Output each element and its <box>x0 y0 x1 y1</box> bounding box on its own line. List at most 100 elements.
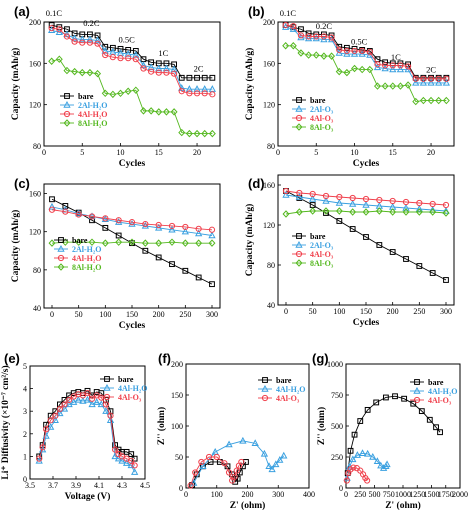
data-point <box>182 267 189 274</box>
legend-marker <box>262 377 268 383</box>
y-tick-label: 750 <box>331 391 343 400</box>
data-point <box>349 208 357 216</box>
data-series <box>48 206 216 233</box>
y-tick-label: 200 <box>171 360 183 369</box>
data-point <box>297 32 305 39</box>
plot-frame <box>29 365 146 480</box>
data-point <box>357 418 364 424</box>
data-point <box>60 404 69 412</box>
data-point <box>181 239 189 247</box>
data-point <box>349 226 356 232</box>
data-point <box>79 396 87 404</box>
data-point <box>128 457 135 465</box>
data-point <box>443 277 449 283</box>
series-line <box>190 456 242 486</box>
data-point <box>412 75 419 82</box>
x-tick-label: 150 <box>360 307 372 316</box>
data-point <box>132 48 139 54</box>
y-tick-label: 120 <box>263 101 275 110</box>
legend-label: 4Al-O₃ <box>310 114 334 123</box>
data-point <box>56 409 64 417</box>
x-tick-label: 0 <box>50 310 54 319</box>
data-point <box>201 85 209 92</box>
panel-label: (g) <box>312 351 329 366</box>
data-point <box>433 424 439 431</box>
legend-marker <box>296 233 302 239</box>
data-point <box>298 26 304 33</box>
data-point <box>181 227 189 235</box>
data-point <box>101 46 109 54</box>
data-point <box>268 465 276 473</box>
y-axis-label: Capacity (mAh/g) <box>244 204 255 277</box>
data-point <box>125 55 132 62</box>
data-point <box>366 65 374 74</box>
data-point <box>51 416 59 423</box>
data-point <box>208 129 216 138</box>
data-point <box>233 467 240 474</box>
series-line <box>51 58 213 135</box>
data-point <box>322 196 330 204</box>
data-point <box>47 422 55 430</box>
data-point <box>435 75 442 82</box>
data-point <box>443 75 450 82</box>
data-point <box>328 34 335 41</box>
data-point <box>297 33 305 41</box>
data-point <box>351 64 359 73</box>
x-tick-label: 250 <box>179 310 191 319</box>
data-point <box>376 242 383 248</box>
data-point <box>336 218 343 224</box>
legend-label: bare <box>428 378 444 387</box>
data-series <box>282 187 450 209</box>
data-point <box>412 97 420 106</box>
data-point <box>162 64 171 72</box>
data-point <box>102 224 109 231</box>
data-point <box>383 394 389 401</box>
data-point <box>381 82 389 90</box>
data-point <box>389 82 397 90</box>
data-point <box>163 69 170 76</box>
legend-marker <box>261 384 269 392</box>
series-line <box>51 24 213 79</box>
data-point <box>43 426 50 433</box>
data-point <box>147 63 155 71</box>
data-point <box>363 477 371 484</box>
x-tick-label: 4.5 <box>140 481 150 490</box>
x-tick-label: 3.7 <box>48 481 58 490</box>
y-tick-label: 160 <box>29 190 41 199</box>
data-point <box>102 215 109 222</box>
data-point <box>404 81 412 89</box>
data-point <box>442 96 450 105</box>
data-point <box>139 61 148 69</box>
data-point <box>282 190 290 198</box>
data-point <box>61 401 68 408</box>
y-tick-label: 160 <box>29 59 41 68</box>
rate-annotation: 0.1C <box>46 8 63 18</box>
rate-annotation: 1C <box>391 52 401 62</box>
data-point <box>429 200 436 208</box>
data-point <box>358 65 366 74</box>
data-point <box>48 25 55 32</box>
legend-label: 2Al-O₃ <box>310 241 334 250</box>
data-point <box>78 35 86 43</box>
data-point <box>276 456 284 463</box>
data-point <box>265 462 273 469</box>
y-tick-label: 120 <box>263 221 275 230</box>
legend-marker <box>57 263 65 271</box>
data-point <box>221 460 228 467</box>
data-point <box>401 395 408 402</box>
data-point <box>63 33 71 40</box>
data-point <box>396 82 404 90</box>
x-tick-label: 5 <box>314 148 318 157</box>
data-point <box>389 62 396 69</box>
data-point <box>109 44 116 51</box>
legend-marker <box>413 396 421 404</box>
data-point <box>178 74 185 81</box>
data-point <box>208 226 216 233</box>
panel-label: (a) <box>14 4 30 19</box>
data-point <box>201 74 208 81</box>
panel-label: (f) <box>158 351 171 366</box>
data-point <box>389 65 397 73</box>
data-point <box>48 206 56 213</box>
data-point <box>389 249 396 255</box>
